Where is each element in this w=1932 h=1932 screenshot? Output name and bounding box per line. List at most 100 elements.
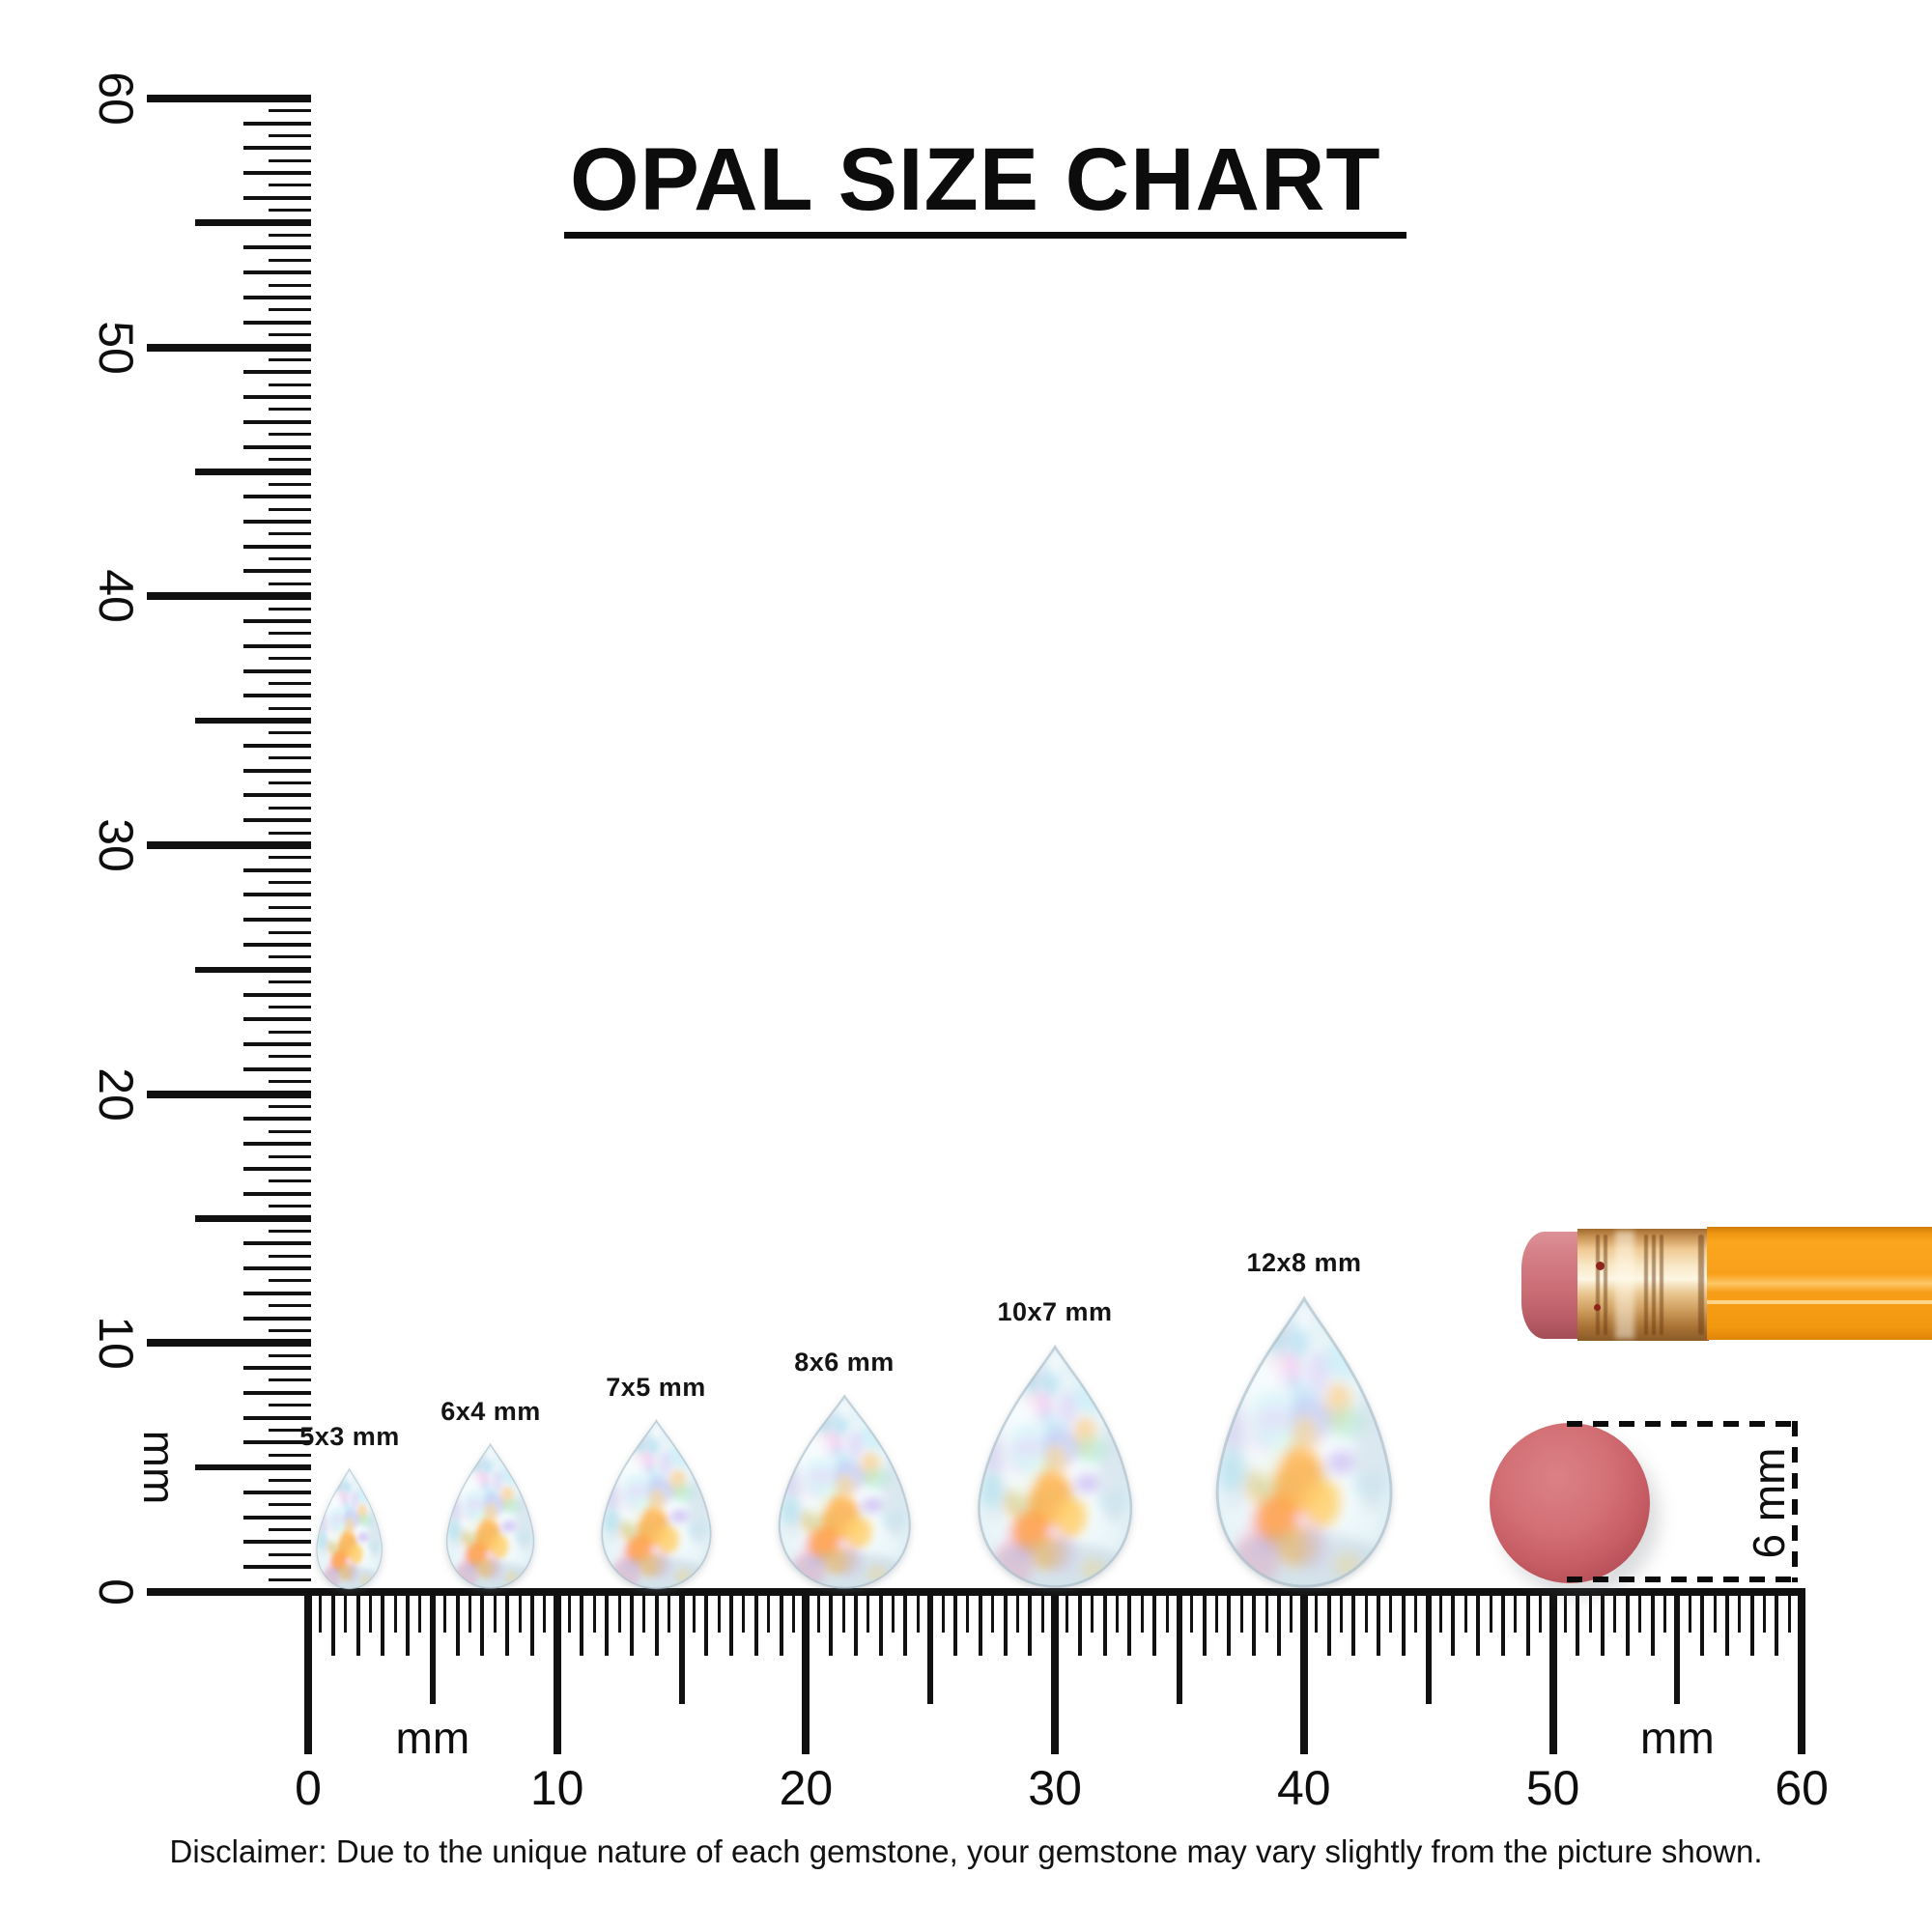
ruler-tick — [1364, 1596, 1368, 1633]
ruler-tick — [953, 1596, 958, 1656]
ruler-tick — [243, 544, 311, 549]
ruler-tick — [941, 1596, 945, 1633]
horizontal-ruler-label: 10 — [529, 1761, 584, 1815]
ruler-tick — [1028, 1596, 1033, 1656]
ruler-tick — [678, 1596, 685, 1704]
ruler-tick — [779, 1596, 783, 1656]
ruler-tick — [243, 1117, 311, 1122]
ruler-tick — [368, 1596, 372, 1633]
ruler-tick — [269, 607, 311, 611]
ruler-tick — [269, 831, 311, 835]
ruler-tick — [1439, 1596, 1443, 1633]
ruler-tick — [269, 357, 311, 361]
opal-size-label: 12x8 mm — [1246, 1247, 1362, 1277]
ruler-tick — [916, 1596, 920, 1633]
ruler-tick — [269, 408, 311, 412]
ruler-tick — [1389, 1596, 1393, 1633]
ferrule-crimp — [1698, 1235, 1704, 1335]
ruler-tick — [147, 1090, 311, 1098]
ruler-tick — [243, 793, 311, 798]
ruler-tick — [269, 1404, 311, 1407]
ruler-tick — [668, 1596, 671, 1633]
ruler-tick — [243, 942, 311, 947]
ruler-tick — [1749, 1596, 1754, 1656]
ruler-tick — [1588, 1596, 1592, 1633]
ruler-tick — [1202, 1596, 1207, 1656]
vertical-ruler-label: 50 — [89, 320, 143, 375]
vertical-ruler-label: 60 — [89, 71, 143, 126]
ruler-tick — [269, 234, 311, 238]
ruler-tick — [692, 1596, 696, 1633]
ruler-tick — [1102, 1596, 1107, 1656]
ruler-tick — [1650, 1596, 1655, 1656]
ruler-tick — [1500, 1596, 1505, 1656]
ruler-tick — [269, 582, 311, 585]
page-title: OPAL SIZE CHART — [564, 135, 1406, 239]
ruler-tick — [1077, 1596, 1082, 1656]
ruler-baseline — [147, 1588, 1806, 1596]
ruler-tick — [381, 1596, 385, 1656]
ruler-tick — [243, 1490, 311, 1494]
ruler-tick — [505, 1596, 510, 1656]
ruler-tick — [753, 1596, 758, 1656]
ferrule-crimp — [1644, 1235, 1648, 1335]
opal-gem-image — [1205, 1293, 1404, 1591]
ruler-tick — [147, 592, 311, 601]
ruler-tick — [1798, 1596, 1806, 1754]
opal-size-label: 8x6 mm — [794, 1347, 895, 1377]
ruler-tick — [243, 146, 311, 151]
ruler-tick — [1315, 1596, 1319, 1633]
ruler-tick — [269, 158, 311, 162]
ruler-tick — [816, 1596, 820, 1633]
pencil-facet-highlight — [1707, 1300, 1932, 1304]
ruler-tick — [243, 569, 311, 574]
ruler-tick — [1525, 1596, 1530, 1656]
ruler-tick — [269, 1080, 311, 1084]
ruler-tick — [878, 1596, 883, 1656]
pencil-body — [1707, 1227, 1932, 1340]
ruler-tick — [1116, 1596, 1120, 1633]
ruler-tick — [1601, 1596, 1605, 1656]
ruler-tick — [1140, 1596, 1144, 1633]
ruler-tick — [243, 743, 311, 748]
ruler-tick — [269, 1205, 311, 1208]
ruler-tick — [1326, 1596, 1331, 1656]
ruler-tick — [243, 270, 311, 275]
ruler-tick — [927, 1596, 934, 1704]
opal-gem-image — [968, 1342, 1142, 1591]
ruler-tick — [1763, 1596, 1767, 1633]
horizontal-ruler-unit-label: mm — [1640, 1713, 1715, 1763]
ruler-tick — [1548, 1596, 1557, 1754]
ruler-tick — [978, 1596, 982, 1656]
ruler-tick — [269, 1552, 311, 1556]
ruler-tick — [243, 1191, 311, 1196]
ruler-tick — [269, 980, 311, 984]
vertical-ruler-label: 40 — [89, 569, 143, 623]
ruler-tick — [269, 1005, 311, 1009]
ruler-tick — [1351, 1596, 1356, 1656]
ruler-tick — [553, 1596, 561, 1754]
ruler-tick — [195, 219, 311, 226]
ruler-tick — [269, 283, 311, 287]
dashed-measure-line-top — [1567, 1421, 1801, 1427]
ruler-tick — [269, 930, 311, 934]
ruler-tick — [269, 133, 311, 137]
ruler-tick — [243, 245, 311, 250]
ruler-tick — [792, 1596, 795, 1633]
ruler-tick — [1176, 1596, 1182, 1704]
vertical-ruler-unit-label: mm — [134, 1430, 185, 1505]
ruler-tick — [269, 1577, 311, 1581]
ruler-tick — [742, 1596, 746, 1633]
ruler-tick — [1290, 1596, 1293, 1633]
ruler-tick — [243, 618, 311, 623]
ruler-tick — [617, 1596, 621, 1633]
ruler-tick — [1425, 1596, 1432, 1704]
ruler-tick — [630, 1596, 634, 1656]
ruler-tick — [243, 1515, 311, 1520]
ruler-tick — [243, 1291, 311, 1295]
ruler-tick — [269, 806, 311, 810]
ruler-tick — [269, 532, 311, 536]
ruler-tick — [269, 706, 311, 710]
ruler-tick — [304, 1596, 312, 1754]
